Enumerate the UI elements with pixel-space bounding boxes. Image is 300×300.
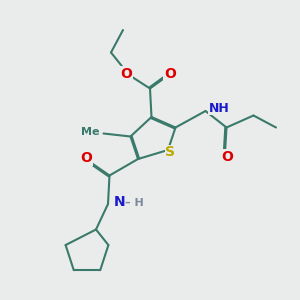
- Text: O: O: [164, 67, 176, 81]
- Text: O: O: [80, 152, 92, 165]
- Text: S: S: [165, 146, 176, 159]
- Text: O: O: [221, 150, 233, 164]
- Text: – H: – H: [124, 197, 143, 208]
- Text: N: N: [113, 196, 125, 209]
- Text: O: O: [120, 67, 132, 80]
- Text: Me: Me: [80, 127, 99, 137]
- Text: NH: NH: [208, 101, 229, 115]
